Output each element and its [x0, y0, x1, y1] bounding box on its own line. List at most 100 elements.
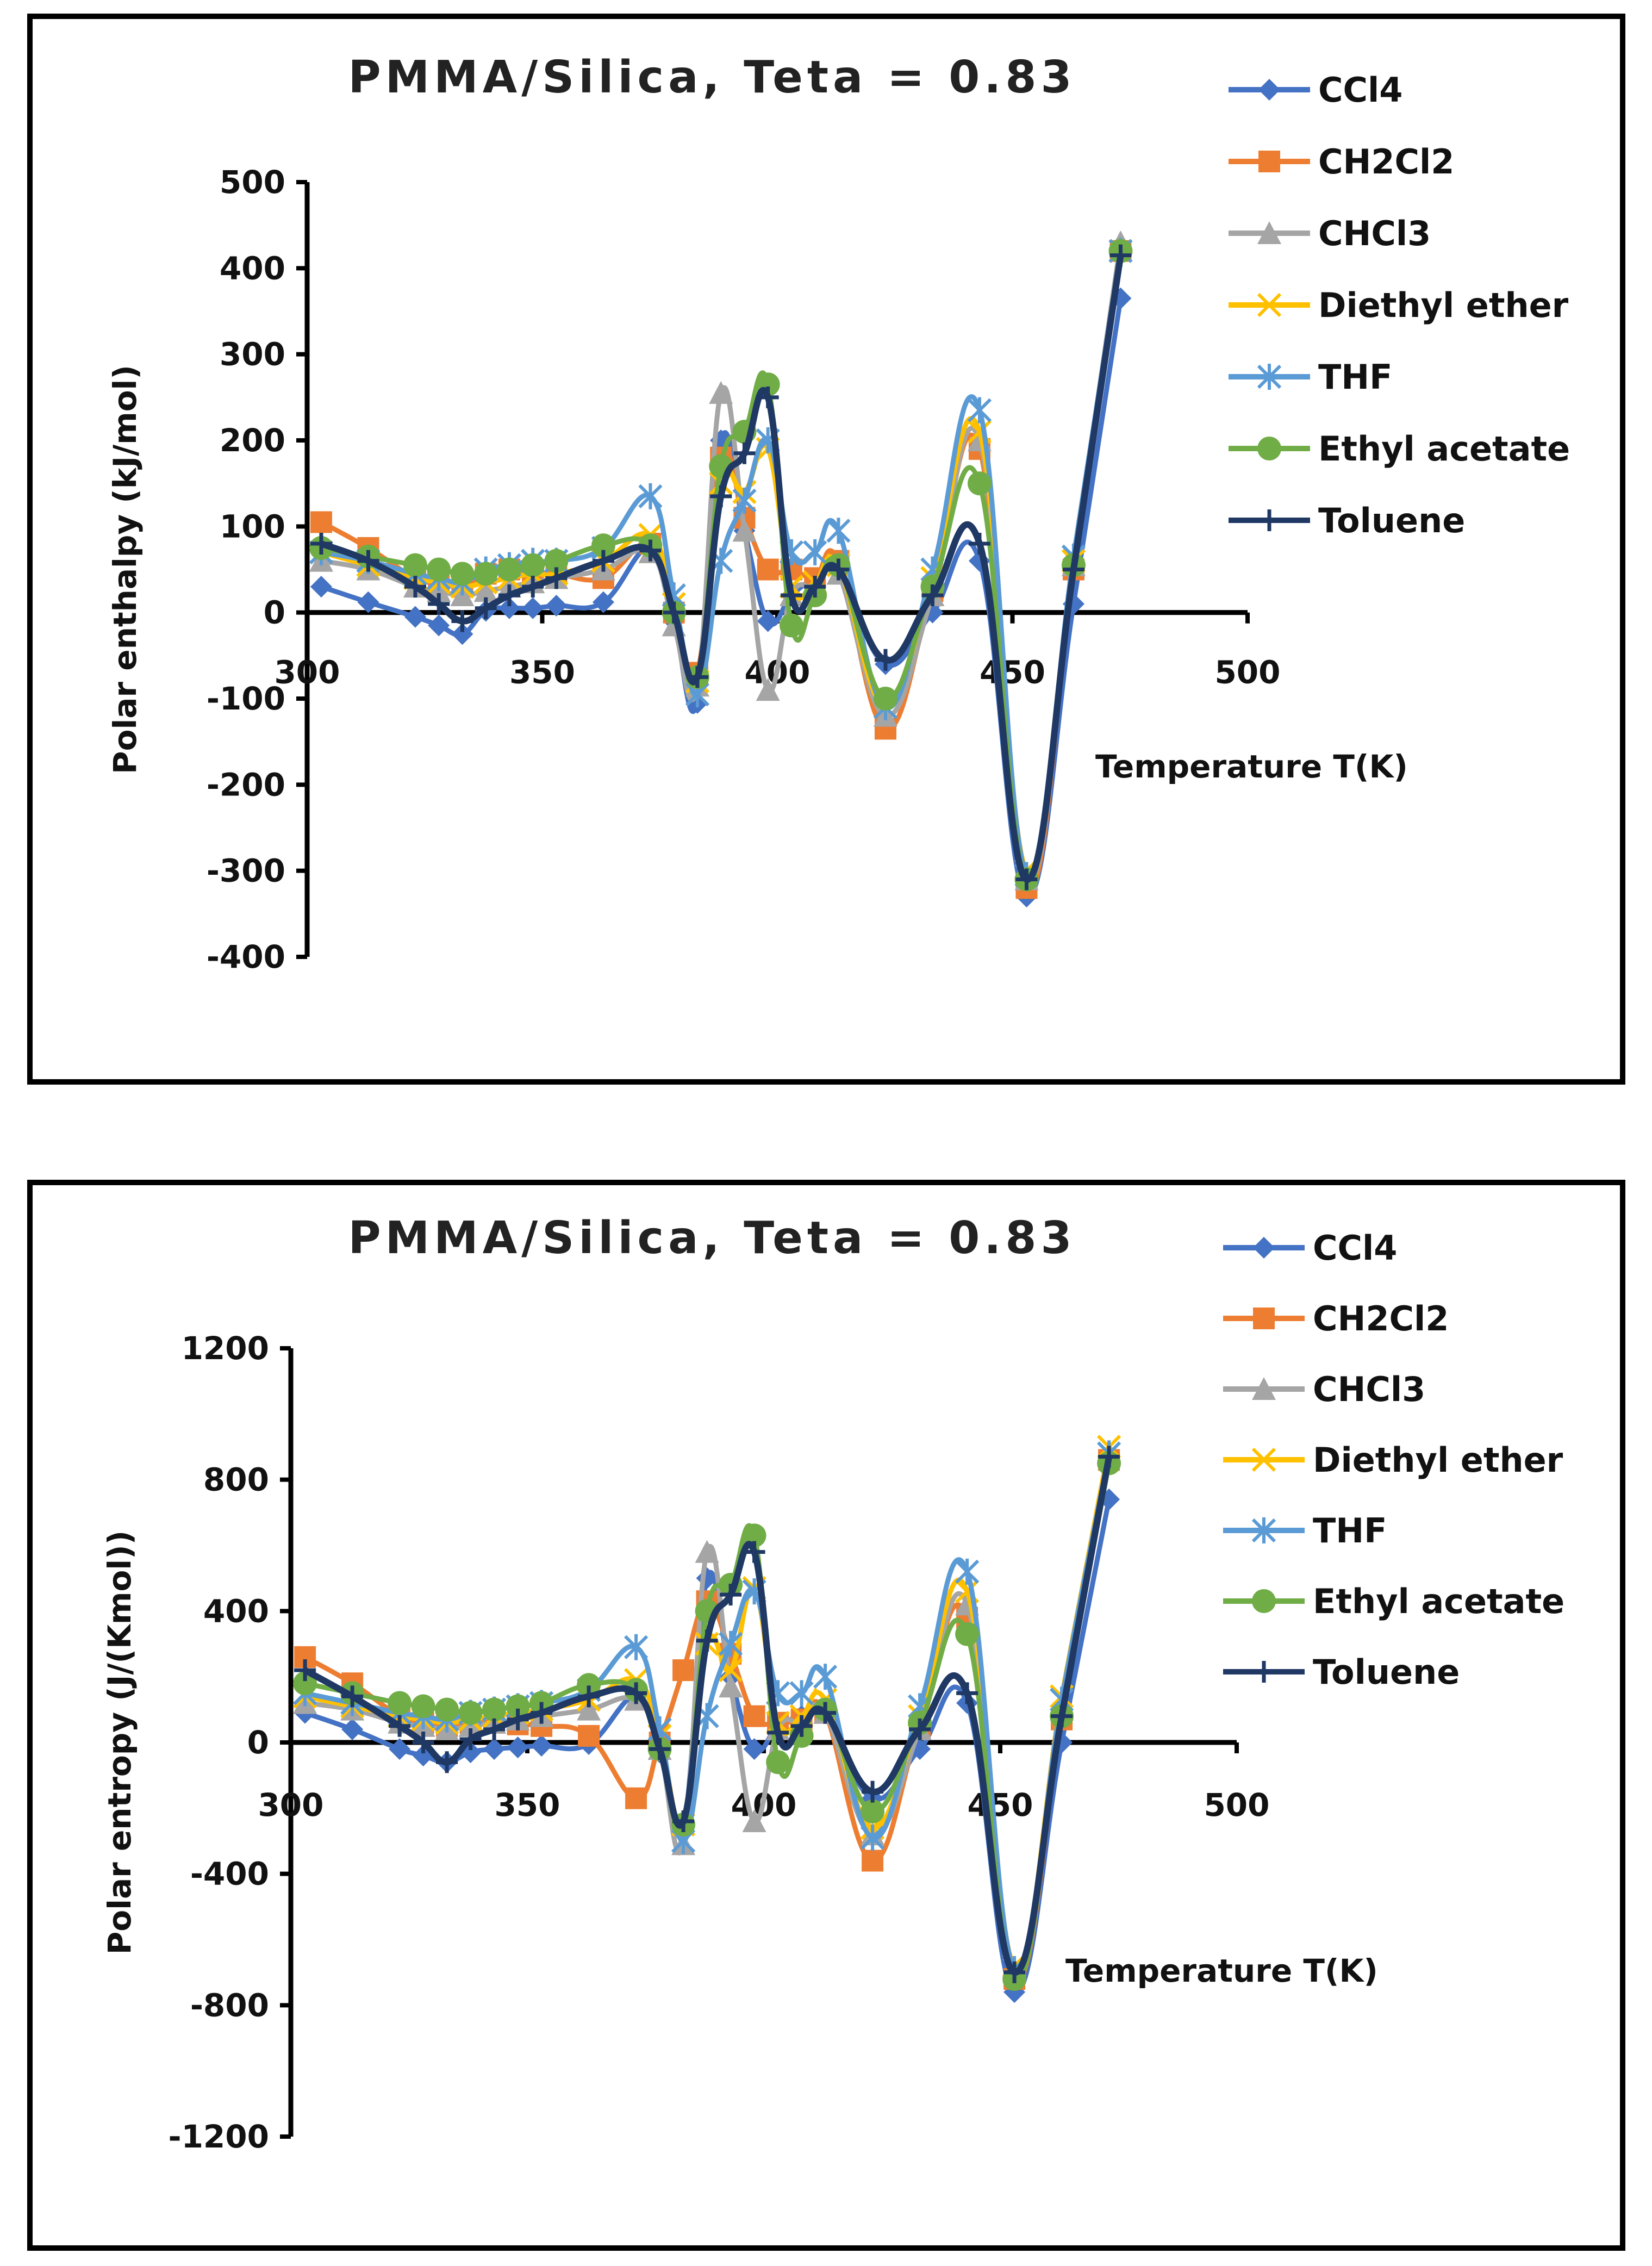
entropy-y-tick-label: 0: [247, 1724, 269, 1761]
entropy-point-toluene: [956, 1682, 978, 1704]
enthalpy-x-tick-label: 450: [980, 654, 1045, 691]
entropy-legend-label-ccl4: CCl4: [1313, 1228, 1397, 1268]
enthalpy-legend-item-ethyl-acetate: Ethyl acetate: [1229, 429, 1570, 469]
enthalpy-point-ch2cl2: [310, 511, 332, 533]
entropy-y-tick-label: -400: [190, 1856, 269, 1893]
entropy-legend-label-ch2cl2: CH2Cl2: [1313, 1299, 1449, 1339]
entropy-legend-marker-chcl3: [1252, 1377, 1276, 1400]
entropy-legend-marker-ch2cl2: [1253, 1308, 1275, 1329]
entropy-legend-label-toluene: Toluene: [1313, 1652, 1460, 1692]
enthalpy-point-toluene: [357, 550, 379, 572]
enthalpy-legend-marker-chcl3: [1257, 221, 1281, 244]
entropy-point-ch2cl2: [578, 1725, 600, 1747]
entropy-y-tick-label: 800: [203, 1461, 269, 1498]
entropy-legend-marker-ccl4: [1253, 1237, 1275, 1259]
entropy-point-ethyl-acetate: [435, 1697, 459, 1722]
enthalpy-point-toluene: [804, 576, 826, 598]
enthalpy-point-toluene: [710, 485, 732, 507]
entropy-point-thf: [718, 1630, 743, 1657]
enthalpy-point-ethyl-acetate: [427, 557, 451, 582]
enthalpy-point-toluene: [451, 610, 473, 632]
entropy-x-tick-label: 450: [967, 1786, 1033, 1823]
enthalpy-y-tick-label: 200: [220, 422, 285, 459]
entropy-point-ethyl-acetate: [955, 1622, 980, 1646]
entropy-point-toluene: [909, 1718, 931, 1740]
enthalpy-point-toluene: [733, 442, 756, 464]
entropy-y-tick-label: 400: [203, 1592, 269, 1629]
entropy-point-thf: [789, 1680, 814, 1707]
entropy-point-thf: [813, 1664, 838, 1690]
enthalpy-legend-label-chcl3: CHCl3: [1318, 214, 1431, 253]
enthalpy-y-tick-label: 100: [220, 508, 285, 545]
entropy-point-ethyl-acetate: [577, 1673, 601, 1697]
enthalpy-legend-label-diethyl-ether: Diethyl ether: [1318, 285, 1569, 325]
enthalpy-point-thf: [803, 539, 827, 565]
enthalpy-point-toluene: [663, 601, 685, 624]
entropy-legend-marker-thf: [1251, 1517, 1276, 1543]
entropy-point-toluene: [412, 1732, 434, 1753]
entropy-point-ethyl-acetate: [458, 1701, 483, 1725]
entropy-y-tick-label: -800: [190, 1987, 269, 2024]
entropy-point-toluene: [672, 1810, 695, 1832]
entropy-point-toluene: [1051, 1705, 1073, 1727]
enthalpy-y-tick-label: -100: [207, 680, 285, 717]
entropy-point-thf: [860, 1825, 885, 1851]
entropy-point-ch2cl2: [862, 1850, 884, 1872]
enthalpy-point-toluene: [498, 584, 520, 606]
enthalpy-point-ccl4: [545, 595, 568, 617]
entropy-point-ethyl-acetate: [293, 1671, 317, 1696]
enthalpy-point-thf: [732, 487, 757, 514]
entropy-y-axis-title: Polar entropy (J/(Kmol)): [101, 1530, 138, 1954]
enthalpy-point-ethyl-acetate: [403, 553, 427, 577]
entropy-legend-marker-toluene: [1253, 1661, 1275, 1683]
entropy-chart-title: PMMA/Silica, Teta = 0.83: [348, 1212, 1076, 1264]
entropy-point-toluene: [1003, 1961, 1026, 1983]
entropy-legend-item-toluene: Toluene: [1223, 1652, 1460, 1692]
entropy-point-toluene: [507, 1708, 529, 1730]
entropy-legend-item-ethyl-acetate: Ethyl acetate: [1223, 1582, 1564, 1621]
enthalpy-legend-item-thf: THF: [1229, 357, 1393, 397]
enthalpy-point-chcl3: [732, 519, 757, 542]
enthalpy-point-ethyl-acetate: [544, 549, 569, 573]
entropy-point-toluene: [531, 1702, 553, 1724]
enthalpy-y-tick-label: 500: [220, 164, 285, 201]
entropy-point-ccl4: [341, 1718, 364, 1740]
enthalpy-point-toluene: [874, 649, 896, 671]
entropy-point-toluene: [389, 1715, 411, 1737]
entropy-y-tick-label: -1200: [169, 2118, 270, 2155]
entropy-legend-marker-ethyl-acetate: [1252, 1589, 1276, 1613]
enthalpy-point-ccl4: [757, 610, 779, 632]
enthalpy-legend-label-toluene: Toluene: [1318, 501, 1465, 540]
enthalpy-chart-panel: PMMA/Silica, Teta = 0.83 500 400 300 200 100 0…: [27, 14, 1625, 1085]
enthalpy-legend-marker-thf: [1257, 364, 1282, 390]
entropy-point-ethyl-acetate: [388, 1691, 412, 1715]
enthalpy-point-ethyl-acetate: [497, 557, 521, 582]
enthalpy-chart-title: PMMA/Silica, Teta = 0.83: [348, 52, 1076, 103]
entropy-y-tick-label: 1200: [182, 1330, 269, 1367]
enthalpy-point-toluene: [968, 533, 990, 555]
enthalpy-legend-marker-ccl4: [1258, 79, 1280, 101]
entropy-point-toluene: [436, 1751, 458, 1773]
entropy-point-toluene: [483, 1718, 506, 1740]
enthalpy-point-toluene: [592, 550, 614, 572]
enthalpy-legend-item-ch2cl2: CH2Cl2: [1229, 142, 1454, 182]
enthalpy-y-tick-label: 300: [220, 336, 285, 373]
entropy-point-toluene: [862, 1781, 884, 1803]
entropy-point-chcl3: [742, 1809, 766, 1832]
enthalpy-point-ch2cl2: [757, 558, 779, 581]
enthalpy-point-toluene: [522, 576, 544, 598]
entropy-point-ethyl-acetate: [482, 1697, 507, 1722]
enthalpy-point-toluene: [475, 597, 497, 619]
enthalpy-point-ethyl-acetate: [967, 471, 992, 496]
entropy-point-toluene: [578, 1685, 600, 1708]
entropy-point-ccl4: [1003, 1981, 1026, 2003]
enthalpy-legend-item-diethyl-ether: Diethyl ether: [1229, 285, 1569, 325]
enthalpy-point-ccl4: [451, 623, 473, 645]
enthalpy-point-toluene: [545, 567, 568, 589]
entropy-point-ccl4: [507, 1736, 529, 1759]
enthalpy-x-tick-label: 500: [1214, 654, 1280, 691]
enthalpy-series-toluene: [310, 244, 1132, 891]
entropy-series-ccl4: [294, 1488, 1120, 2003]
entropy-point-toluene: [459, 1728, 482, 1750]
enthalpy-legend-label-ethyl-acetate: Ethyl acetate: [1318, 429, 1570, 469]
